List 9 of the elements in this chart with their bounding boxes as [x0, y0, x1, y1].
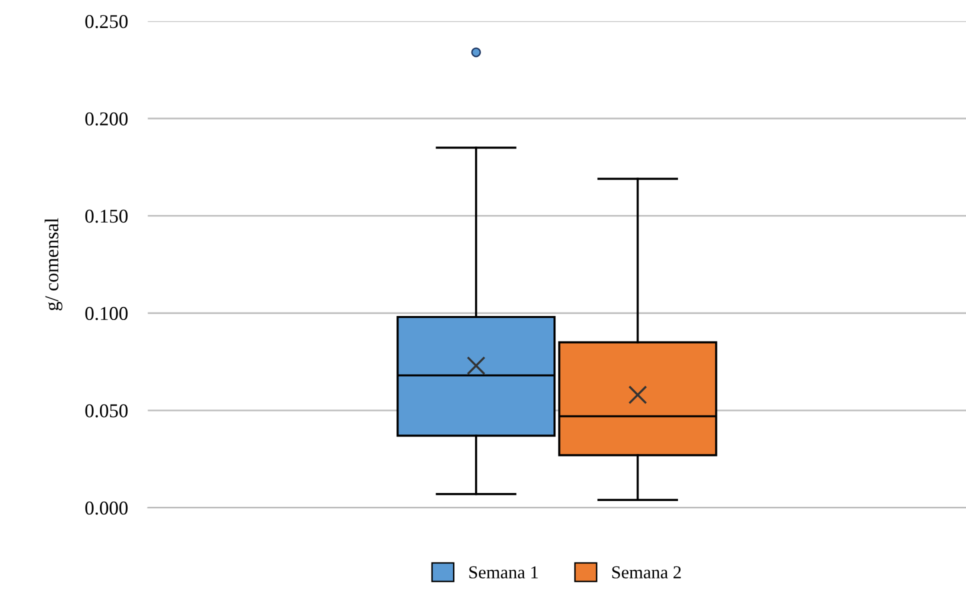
y-axis-title: g/ comensal [44, 218, 62, 310]
y-tick-label: 0.200 [85, 112, 128, 126]
legend-label: Semana 1 [469, 566, 538, 578]
y-tick-label: 0.250 [85, 15, 128, 28]
y-tick-label: 0.100 [85, 306, 128, 320]
legend-label: Semana 2 [612, 566, 681, 578]
y-tick-label: 0.050 [85, 404, 128, 418]
y-tick-label: 0.000 [85, 502, 128, 515]
y-tick-label: 0.150 [85, 210, 128, 223]
